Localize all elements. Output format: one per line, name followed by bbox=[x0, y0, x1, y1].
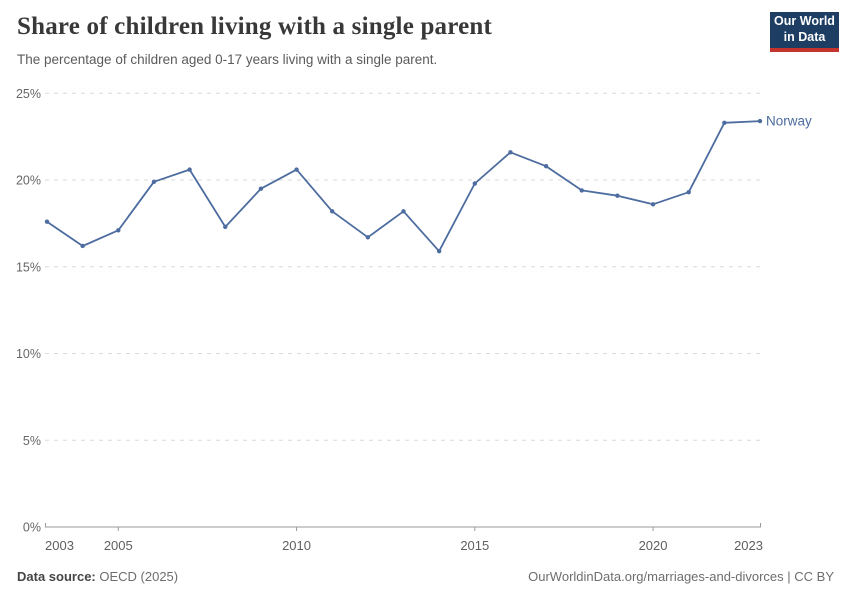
data-point-2014[interactable] bbox=[436, 248, 442, 254]
series-label-norway[interactable]: Norway bbox=[766, 114, 812, 129]
x-axis-label-2005: 2005 bbox=[104, 538, 133, 553]
data-point-2006[interactable] bbox=[151, 179, 157, 184]
x-axis-label-2003: 2003 bbox=[45, 538, 74, 553]
data-point-2016[interactable] bbox=[508, 150, 513, 155]
data-point-2017[interactable] bbox=[543, 163, 549, 169]
attribution-link[interactable]: OurWorldinData.org/marriages-and-divorce… bbox=[528, 569, 834, 584]
data-point-2022[interactable] bbox=[722, 120, 727, 125]
series-line-norway bbox=[46, 120, 761, 253]
data-point-2021[interactable] bbox=[686, 189, 691, 195]
y-axis-label-10: 10% bbox=[16, 347, 41, 361]
data-point-2019[interactable] bbox=[615, 193, 620, 198]
y-axis-label-15: 15% bbox=[16, 260, 41, 274]
data-point-2009[interactable] bbox=[258, 186, 264, 191]
owid-logo[interactable]: Our World in Data bbox=[770, 12, 839, 52]
y-axis-label-5: 5% bbox=[23, 434, 41, 448]
data-point-2013[interactable] bbox=[401, 209, 406, 214]
data-point-2015[interactable] bbox=[472, 181, 477, 186]
data-source-label: Data source: bbox=[17, 569, 96, 584]
page-title: Share of children living with a single p… bbox=[17, 13, 493, 40]
y-axis-label-25: 25% bbox=[16, 87, 41, 101]
data-point-2020[interactable] bbox=[650, 202, 656, 207]
data-point-2008[interactable] bbox=[223, 224, 228, 230]
page-subtitle: The percentage of children aged 0-17 yea… bbox=[17, 52, 438, 67]
data-point-2003[interactable] bbox=[44, 219, 50, 224]
y-axis-label-20: 20% bbox=[16, 174, 41, 188]
owid-logo-line2: in Data bbox=[783, 30, 826, 44]
data-point-2010[interactable] bbox=[294, 167, 299, 172]
line-chart-canvas[interactable]: 0% 5% 10% 15% 20% 25% 2003 2005 2010 2015 2020 2023… bbox=[0, 80, 850, 560]
data-point-2004[interactable] bbox=[80, 243, 85, 249]
data-point-2012[interactable] bbox=[365, 235, 371, 240]
owid-logo-line1: Our World bbox=[774, 14, 835, 29]
data-source: Data source: OECD (2025) bbox=[17, 569, 178, 584]
data-point-2018[interactable] bbox=[579, 188, 584, 193]
data-point-2007[interactable] bbox=[187, 167, 192, 172]
y-axis-label-0: 0% bbox=[23, 521, 41, 535]
data-point-2023[interactable] bbox=[757, 118, 763, 124]
x-axis-label-2020: 2020 bbox=[639, 538, 668, 553]
data-point-2011[interactable] bbox=[330, 209, 335, 214]
data-point-2005[interactable] bbox=[116, 228, 121, 233]
x-axis-label-2023: 2023 bbox=[734, 538, 763, 553]
data-source-value: OECD (2025) bbox=[95, 569, 179, 584]
x-axis-label-2015: 2015 bbox=[460, 538, 489, 553]
x-axis-label-2010: 2010 bbox=[282, 538, 311, 553]
